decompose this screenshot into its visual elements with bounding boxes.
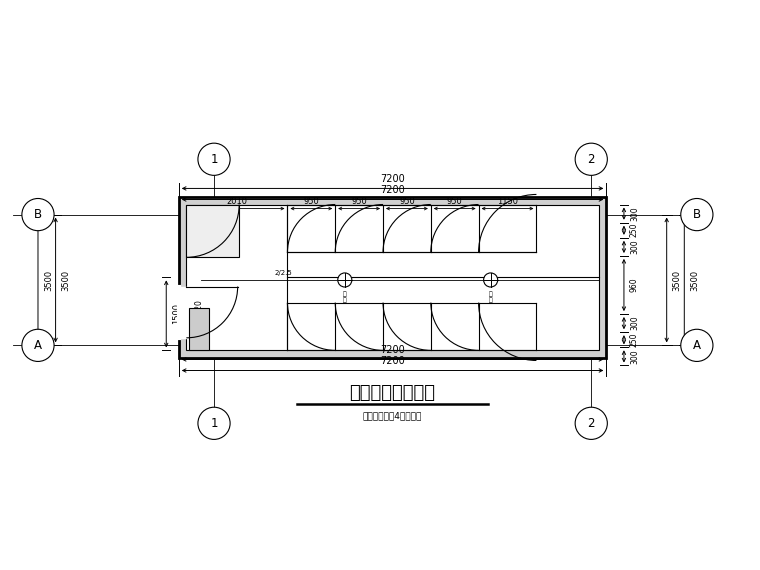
Text: 2/2.5: 2/2.5 — [274, 270, 292, 276]
Text: 3500: 3500 — [690, 270, 699, 291]
Text: 1500: 1500 — [173, 303, 182, 324]
Bar — [186, 205, 239, 257]
Text: B: B — [693, 208, 701, 221]
Text: 2: 2 — [587, 417, 595, 430]
Text: 250: 250 — [630, 223, 639, 238]
Circle shape — [22, 329, 54, 361]
Circle shape — [575, 407, 607, 439]
Text: B: B — [34, 208, 42, 221]
Circle shape — [681, 329, 713, 361]
Text: 明: 明 — [343, 298, 347, 303]
Text: 明: 明 — [489, 298, 492, 303]
Text: 照: 照 — [343, 291, 347, 296]
Text: 7200: 7200 — [380, 174, 405, 185]
Bar — [189, 308, 209, 351]
Text: M1020: M1020 — [195, 299, 204, 325]
Text: 3500: 3500 — [62, 270, 71, 291]
Text: 950: 950 — [447, 197, 463, 206]
Text: 250: 250 — [630, 332, 639, 347]
Text: 300: 300 — [630, 316, 639, 331]
Text: 2010: 2010 — [226, 197, 248, 206]
Text: 一至四层（关4间厕所）: 一至四层（关4间厕所） — [363, 412, 423, 420]
Text: 3500: 3500 — [44, 270, 53, 291]
Circle shape — [337, 273, 352, 287]
Text: 女厕所照明平面图: 女厕所照明平面图 — [350, 384, 435, 402]
Text: 7200: 7200 — [380, 356, 405, 367]
Text: 照: 照 — [489, 291, 492, 296]
Text: 3500: 3500 — [673, 270, 682, 291]
Text: 2: 2 — [587, 153, 595, 166]
Text: 7200: 7200 — [380, 345, 405, 356]
Text: 950: 950 — [303, 197, 319, 206]
Text: 7200: 7200 — [380, 185, 405, 196]
Circle shape — [22, 198, 54, 231]
Text: 950: 950 — [399, 197, 415, 206]
Circle shape — [575, 143, 607, 176]
Text: A: A — [34, 339, 42, 352]
Circle shape — [198, 143, 230, 176]
Text: 960: 960 — [630, 278, 639, 292]
Circle shape — [198, 407, 230, 439]
Text: 1150: 1150 — [497, 197, 518, 206]
Text: 300: 300 — [630, 349, 639, 364]
Text: 950: 950 — [351, 197, 367, 206]
Text: 300: 300 — [630, 206, 639, 221]
Circle shape — [483, 273, 498, 287]
Bar — [179, 197, 606, 358]
Text: A: A — [693, 339, 701, 352]
Bar — [186, 205, 599, 351]
Text: 300: 300 — [630, 239, 639, 254]
Text: 1: 1 — [211, 417, 218, 430]
Circle shape — [681, 198, 713, 231]
Polygon shape — [179, 287, 187, 338]
Text: 1: 1 — [211, 153, 218, 166]
